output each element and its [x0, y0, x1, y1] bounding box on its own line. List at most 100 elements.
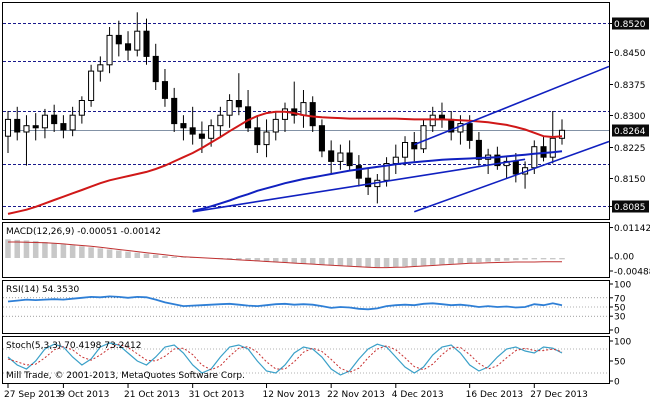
candle-body — [14, 118, 21, 133]
macd-label: MACD(12,26,9) -0.00051 -0.00142 — [6, 227, 161, 237]
macd-pane — [2, 222, 610, 278]
stoch-label: Stoch(5,3,3) 70.4198 73.2412 — [6, 341, 141, 351]
x-tick-label: 21 Oct 2013 — [124, 390, 180, 400]
rsi-line — [7, 295, 563, 311]
candle-body — [429, 114, 436, 127]
candle-body — [263, 131, 270, 146]
candle-body — [134, 30, 141, 51]
candle-body — [475, 139, 482, 160]
macd-series: 0.01142 0.00 -0.00488 — [5, 224, 650, 278]
candle-body — [328, 150, 335, 162]
candle-body — [189, 127, 196, 135]
rsi-tick-label: 50 — [614, 304, 626, 314]
candle-body — [161, 81, 169, 99]
candle-body — [60, 123, 67, 131]
x-tick-label: 31 Oct 2013 — [189, 390, 245, 400]
candle-body — [97, 64, 104, 72]
rsi-tick-label: 70 — [614, 294, 626, 304]
candle-body — [32, 125, 39, 129]
candle-body — [401, 142, 409, 158]
x-tick-label: 12 Nov 2013 — [263, 390, 321, 400]
candle-body — [78, 100, 85, 116]
candle-body — [245, 106, 252, 129]
candle-body — [254, 127, 261, 146]
candle-body — [51, 114, 58, 125]
rsi-tick-label: 100 — [614, 281, 631, 291]
candle-body — [281, 108, 289, 120]
candle-body — [226, 100, 233, 116]
x-tick-label: 22 Nov 2013 — [327, 390, 385, 400]
price-tick-label: 0.8300 — [614, 112, 646, 122]
candle-body — [383, 163, 390, 181]
candle-body — [171, 97, 178, 125]
stoch-pane — [2, 336, 610, 384]
candle-body — [69, 114, 76, 131]
current-price-box — [612, 124, 649, 137]
rsi-label: RSI(14) 54.3530 — [6, 285, 79, 295]
candle-body — [88, 70, 95, 101]
x-tick-label: 16 Dec 2013 — [466, 390, 523, 400]
x-tick-label: 27 Sep 2013 — [4, 390, 61, 400]
candle-body — [420, 125, 427, 150]
stoch-k-line — [7, 342, 563, 376]
candle-body — [512, 160, 519, 175]
channel-mid-line — [192, 158, 526, 213]
price-tick-label: 0.8520 — [614, 20, 646, 30]
candle-body — [365, 177, 372, 188]
price-series — [4, 12, 610, 215]
candle-body — [23, 125, 30, 133]
channel-lower-line — [413, 140, 610, 213]
x-tick-label: 4 Dec 2013 — [392, 390, 444, 400]
candle-body — [115, 34, 122, 45]
candle-body — [152, 55, 159, 83]
stoch-tick-label: 100 — [614, 338, 631, 348]
candle-body — [41, 114, 48, 129]
candle-body — [494, 154, 501, 167]
stoch-tick-label: 0 — [614, 378, 620, 388]
price-tick-label: 0.8450 — [614, 49, 646, 59]
sma-red-line — [7, 110, 563, 215]
price-level-box — [612, 17, 649, 30]
current-price-label: 0.8264 — [614, 127, 646, 137]
sma-blue-line — [192, 150, 563, 212]
candle-body — [272, 118, 279, 133]
candle-body — [531, 146, 538, 169]
price-tick-label: 0.8150 — [614, 175, 646, 185]
candle-body — [309, 102, 316, 127]
macd-tick-label: 0.01142 — [614, 224, 650, 234]
macd-tick-label: 0.00 — [614, 253, 634, 263]
x-tick-label: 27 Dec 2013 — [530, 390, 588, 400]
candle-body — [180, 123, 187, 129]
candle-body — [198, 133, 205, 139]
rsi-tick-label: 30 — [614, 313, 626, 323]
candle-body — [503, 160, 510, 167]
candle-body — [411, 142, 418, 150]
candle-body — [208, 125, 215, 139]
candle-body — [466, 123, 473, 141]
macd-tick-label: -0.00488 — [614, 268, 650, 278]
candle-body — [143, 30, 150, 57]
price-axis: 0.8520 0.8450 0.8375 0.8300 0.8225 0.8150 0.80… — [609, 17, 649, 213]
candle-body — [300, 102, 307, 116]
candle-body — [549, 137, 556, 158]
x-tick-label: 9 Oct 2013 — [59, 390, 109, 400]
macd-signal-line — [8, 241, 562, 269]
candle-body — [106, 34, 113, 66]
candle-body — [337, 152, 344, 162]
candle-body — [124, 43, 132, 51]
price-tick-label: 0.8225 — [614, 144, 646, 154]
stoch-series: 100 50 0 — [3, 338, 631, 388]
candle-body — [346, 152, 353, 167]
price-tick-label: 0.8375 — [614, 81, 646, 91]
candle-body — [392, 156, 399, 164]
channel-upper-line — [413, 65, 610, 146]
price-level-box — [612, 200, 649, 213]
copyright-text: Mill Trade, © 2001-2013, MetaQuotes Soft… — [6, 371, 245, 381]
candle-body — [558, 129, 566, 139]
price-tick-label: 0.8085 — [614, 203, 646, 213]
candle-body — [235, 100, 242, 108]
